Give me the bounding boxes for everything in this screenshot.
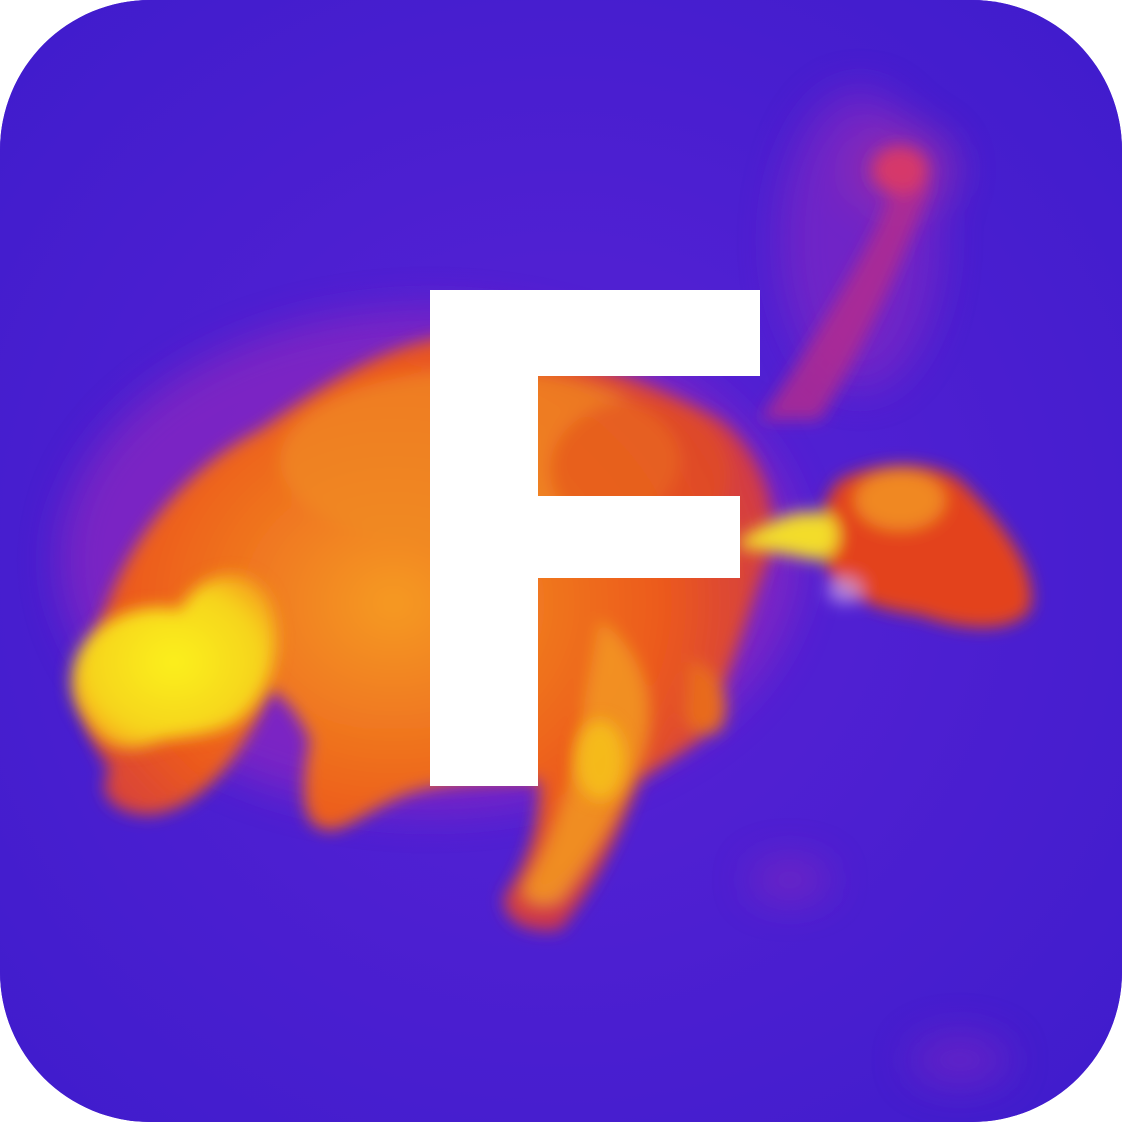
letter-f-middle-bar (430, 496, 740, 578)
letter-f-top-bar (430, 290, 760, 376)
letter-f-glyph: F (430, 290, 760, 786)
